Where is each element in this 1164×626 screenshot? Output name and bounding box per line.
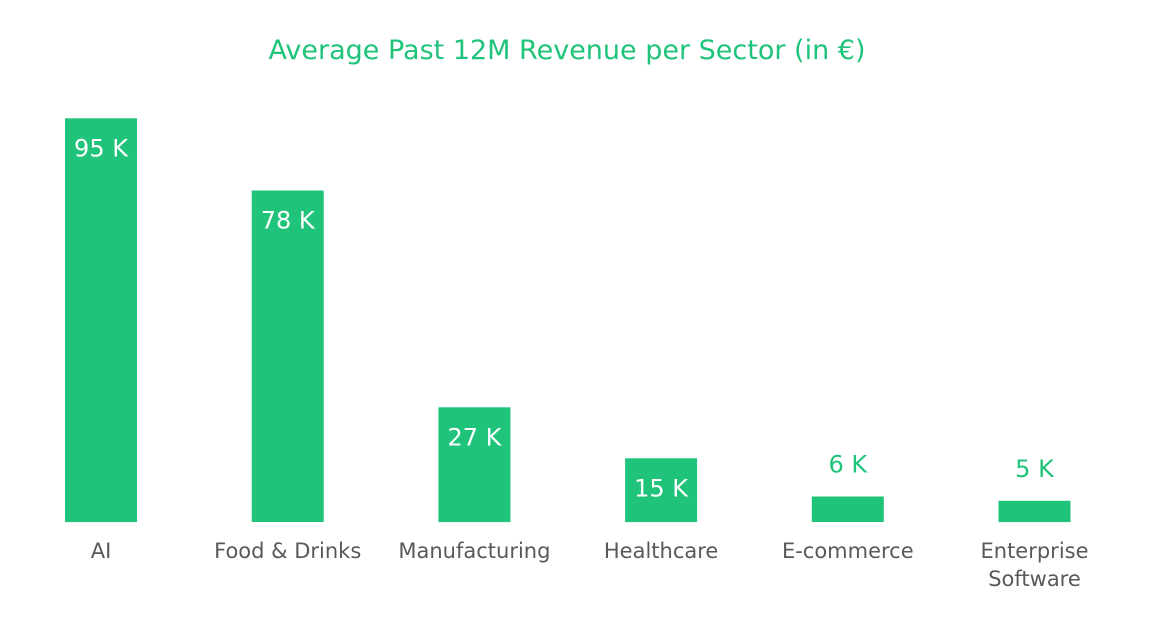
category-label-line: Food & Drinks bbox=[214, 539, 361, 563]
value-label-4: 6 K bbox=[828, 451, 868, 479]
category-label-line: Enterprise bbox=[980, 539, 1088, 563]
category-label-line: AI bbox=[91, 539, 112, 563]
category-label-4: E-commerce bbox=[782, 539, 914, 563]
bar-3 bbox=[625, 458, 698, 523]
category-labels-layer: AI Food & Drinks Manufacturing Healthcare E-… bbox=[91, 539, 1089, 591]
category-label-1: Food & Drinks bbox=[214, 539, 361, 563]
bar-0 bbox=[65, 118, 137, 523]
value-label-5: 5 K bbox=[1015, 455, 1055, 483]
category-label-0: AI bbox=[91, 539, 112, 563]
category-label-5: Enterprise Software bbox=[980, 539, 1088, 591]
value-label-3: 15 K bbox=[634, 474, 689, 502]
category-label-line: Manufacturing bbox=[398, 539, 550, 563]
bar-1 bbox=[251, 190, 324, 522]
bars-layer bbox=[65, 118, 1071, 523]
value-label-1: 78 K bbox=[261, 207, 316, 235]
value-labels-layer: 95 K 78 K 27 K 15 K 6 K 5 K bbox=[74, 134, 1055, 502]
category-label-line: Healthcare bbox=[604, 539, 718, 563]
category-label-2: Manufacturing bbox=[398, 539, 550, 563]
category-label-3: Healthcare bbox=[604, 539, 718, 563]
chart-title: Average Past 12M Revenue per Sector (in … bbox=[269, 35, 866, 66]
bar-4 bbox=[811, 496, 884, 522]
bar-2 bbox=[438, 407, 511, 523]
value-label-0: 95 K bbox=[74, 134, 129, 162]
category-label-line: Software bbox=[988, 567, 1081, 591]
bar-5 bbox=[998, 500, 1071, 523]
category-label-line: E-commerce bbox=[782, 539, 914, 563]
value-label-2: 27 K bbox=[447, 423, 502, 451]
